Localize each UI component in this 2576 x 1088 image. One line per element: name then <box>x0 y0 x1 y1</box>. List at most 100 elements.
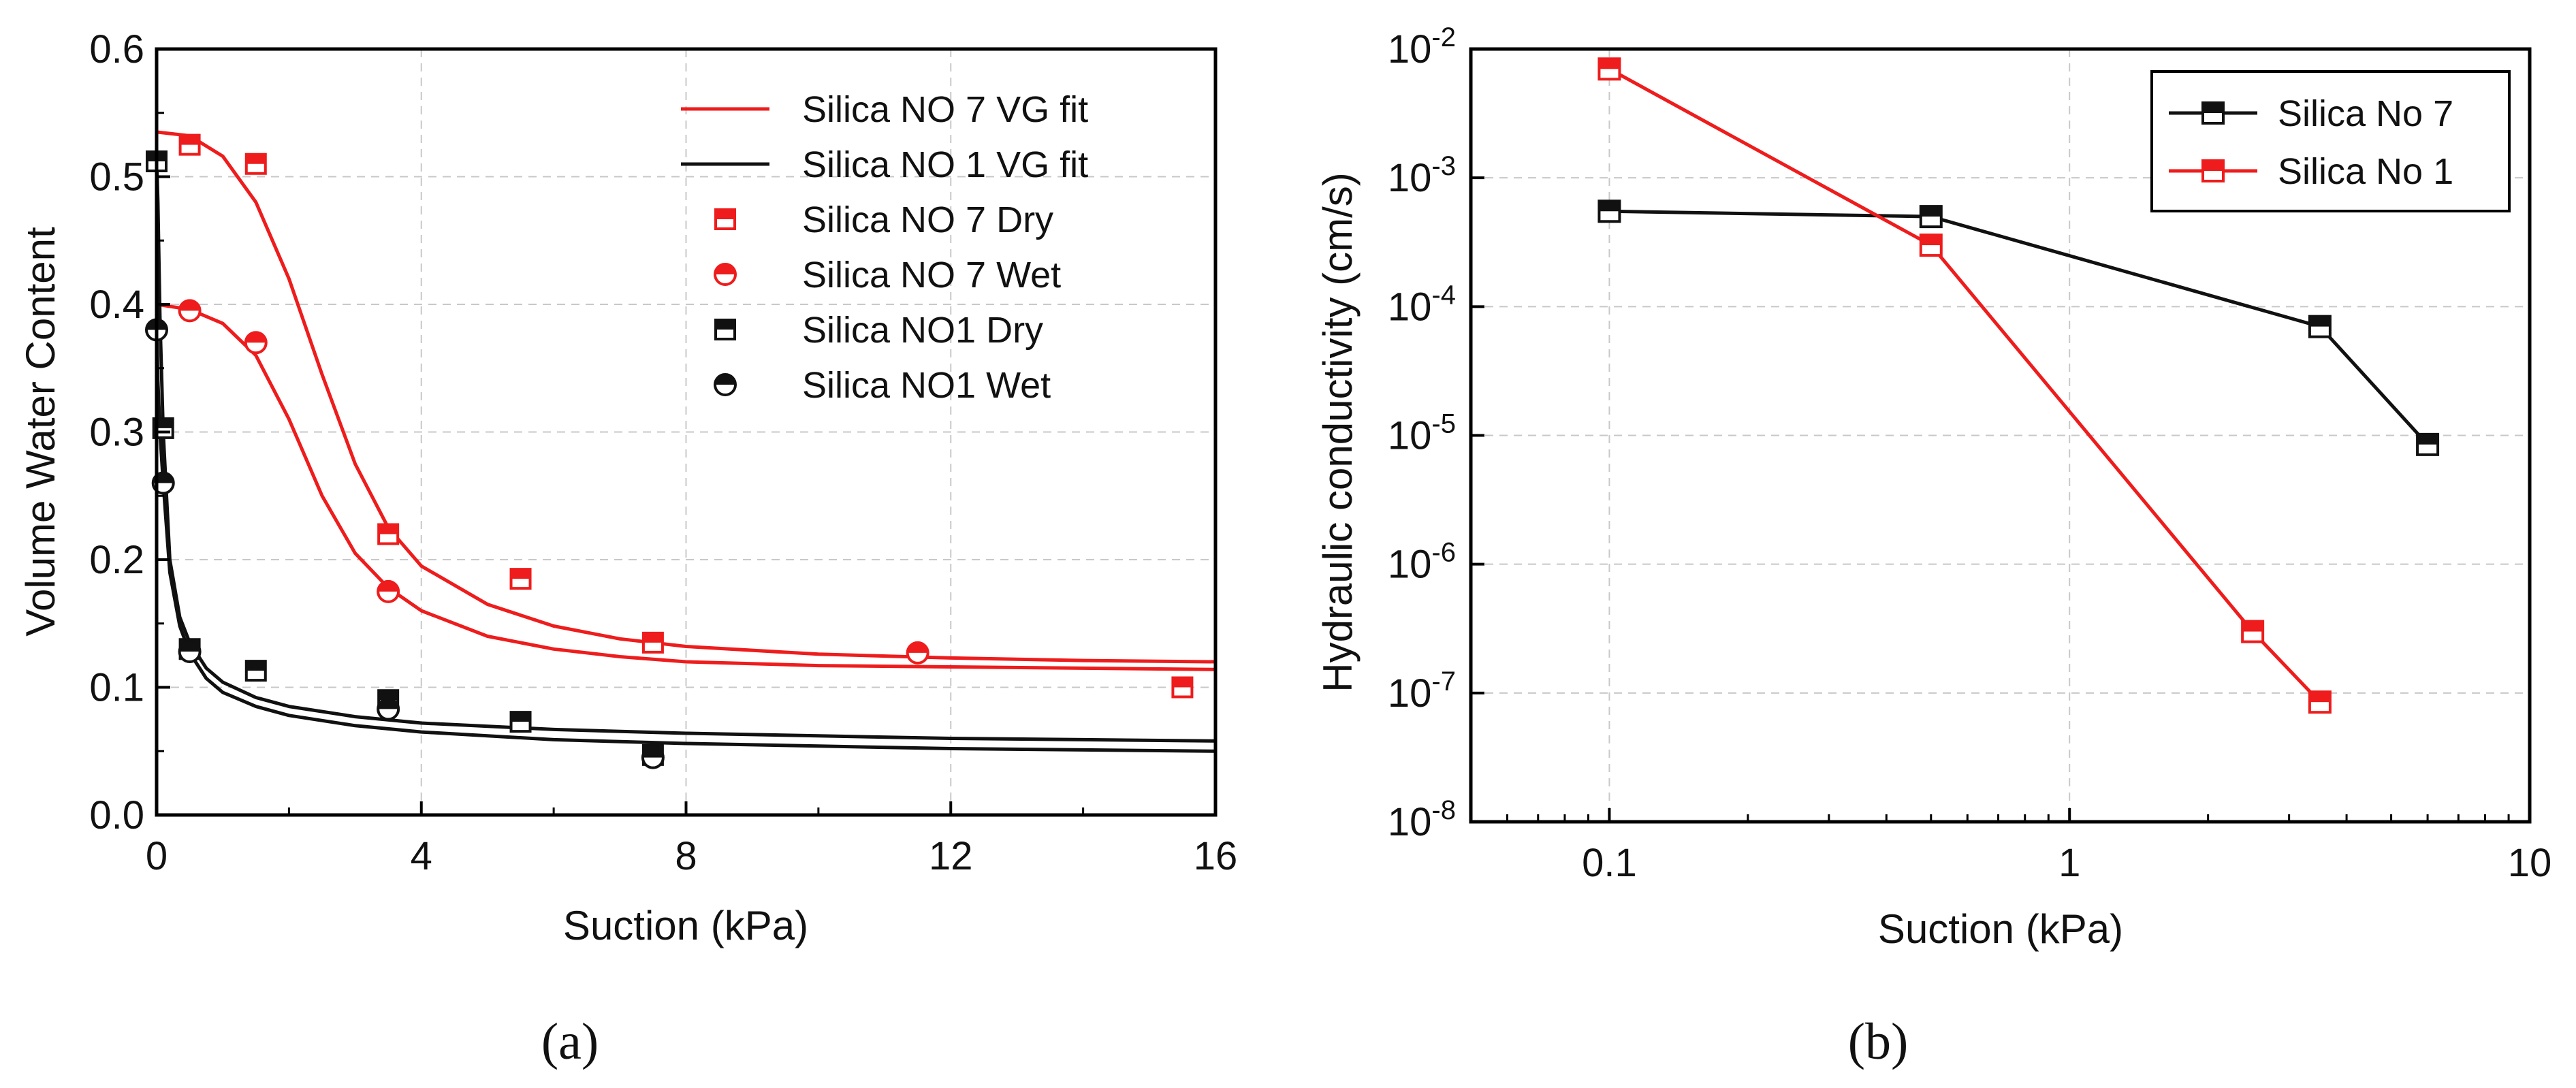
chart-a-legend-swatch <box>714 263 737 286</box>
chart-b-point <box>2241 620 2265 643</box>
chart-b-point <box>2308 690 2332 714</box>
chart-a-ytick-label: 0.6 <box>89 27 144 71</box>
chart-a-legend-swatch-fill <box>715 264 735 274</box>
chart-a-ytick-label: 0.3 <box>89 411 144 455</box>
chart-b-point <box>2308 315 2332 338</box>
chart-a-point <box>641 746 665 769</box>
chart-b: 0.1 1 10 10-8 10-7 10-6 10-5 10-4 10-3 10-2 Sucti… <box>1315 22 2551 1070</box>
chart-a-legend-swatch <box>714 373 737 396</box>
chart-a-xtick-label: 12 <box>929 834 973 878</box>
chart-a-grid <box>157 49 1215 815</box>
chart-a-legend-swatch <box>714 319 736 340</box>
chart-b-series-line <box>1608 67 2321 703</box>
chart-b-series-line <box>1609 209 2429 446</box>
chart-b-point-fill <box>2309 316 2330 327</box>
chart-a-point <box>244 331 268 355</box>
chart-b-xtick-label: 1 <box>2058 841 2080 885</box>
chart-a-legend-label: Silica NO 7 Dry <box>802 199 1053 240</box>
chart-a-point-fill <box>511 712 530 722</box>
chart-a-point-fill <box>153 418 173 428</box>
chart-a-point-fill <box>642 747 663 758</box>
chart-b-legend-swatch <box>2201 159 2225 182</box>
chart-a-point-fill <box>511 569 530 579</box>
chart-b-point <box>2416 432 2440 456</box>
chart-a-point-fill <box>179 300 200 311</box>
chart-a-xtick-label: 4 <box>411 834 432 878</box>
chart-a-point <box>377 523 400 545</box>
chart-a-point-fill <box>907 642 928 653</box>
chart-b-legend-box <box>2150 70 2511 212</box>
chart-a-xtick-label: 0 <box>146 834 168 878</box>
chart-a-caption: (a) <box>541 1013 599 1070</box>
chart-b-ytick-label: 10-7 <box>1388 667 1456 716</box>
chart-a-point <box>641 631 664 654</box>
chart-a-legend-label: Silica NO 7 Wet <box>802 255 1061 295</box>
chart-a-legend-label: Silica NO 7 VG fit <box>802 89 1088 130</box>
chart-a-legend-label: Silica NO1 Wet <box>802 365 1051 406</box>
chart-b-point-fill <box>2417 434 2438 445</box>
chart-b-point-fill <box>2309 692 2330 703</box>
chart-b-xtick-label: 0.1 <box>1582 841 1637 885</box>
chart-a-point-fill <box>180 135 200 145</box>
chart-a-point <box>244 660 267 682</box>
chart-b-legend-swatch-fill <box>2203 161 2223 171</box>
chart-b-point-fill <box>1920 206 1941 217</box>
chart-b-xtick-label: 10 <box>2508 841 2552 885</box>
chart-a-point-fill <box>379 524 398 534</box>
chart-b-xlabel: Suction (kPa) <box>1878 906 2123 952</box>
chart-b-point <box>1919 205 1943 229</box>
chart-b-ytick-label: 10-8 <box>1388 795 1456 844</box>
chart-b-series <box>1597 57 2440 714</box>
chart-a-ylabel: Volume Water Content <box>18 227 63 637</box>
chart-a-legend-label: Silica NO1 Dry <box>802 310 1043 351</box>
chart-a-point-fill <box>378 699 399 709</box>
chart-b-grid <box>1471 49 2530 822</box>
chart-a-xtick-label: 16 <box>1194 834 1238 878</box>
chart-a-point-fill <box>1173 677 1192 688</box>
chart-a-point <box>377 579 400 603</box>
chart-b-ticks: 0.1 1 10 10-8 10-7 10-6 10-5 10-4 10-3 10-2 <box>1388 22 2551 885</box>
chart-b-point-fill <box>1599 201 1620 212</box>
chart-b-legend: Silica No 7 Silica No 1 <box>2150 70 2511 212</box>
chart-a-legend-swatch <box>714 208 736 230</box>
chart-b-ytick-label: 10-4 <box>1388 280 1456 329</box>
chart-b-ytick-label: 10-2 <box>1388 22 1456 71</box>
chart-a-ytick-label: 0.1 <box>89 666 144 710</box>
chart-a-point <box>178 299 202 323</box>
chart-a-legend-label: Silica NO 1 VG fit <box>802 144 1088 185</box>
chart-a-legend-swatch-fill <box>715 374 735 385</box>
chart-a-point-fill <box>643 633 663 643</box>
chart-b-ytick-label: 10-3 <box>1388 151 1456 200</box>
chart-a-point <box>178 133 201 156</box>
chart-b-legend-swatch-fill <box>2203 103 2223 113</box>
chart-a-point-fill <box>179 641 200 652</box>
chart-a-point <box>509 711 532 733</box>
chart-b-point <box>1597 199 1621 223</box>
chart-b-caption: (b) <box>1848 1013 1909 1070</box>
chart-b-ytick-label: 10-6 <box>1388 538 1456 587</box>
chart-b-point-fill <box>1599 59 1620 69</box>
chart-b-ylabel: Hydraulic conductivity (cm/s) <box>1315 172 1361 692</box>
chart-a-legend-swatch-fill <box>716 320 735 330</box>
chart-a-point <box>1171 676 1194 699</box>
chart-a-point-fill <box>246 661 266 671</box>
chart-b-legend-label: Silica No 1 <box>2278 151 2453 192</box>
chart-a-fit-line <box>156 130 1216 664</box>
chart-a-legend-swatch-fill <box>716 210 735 219</box>
chart-a-ytick-label: 0.0 <box>89 793 144 837</box>
chart-a-point <box>509 568 532 590</box>
chart-b-legend-label: Silica No 7 <box>2278 93 2453 134</box>
chart-a-point-fill <box>378 581 399 592</box>
chart-a-point <box>178 640 202 663</box>
chart-a-point <box>906 641 929 665</box>
chart-a-point-fill <box>379 690 398 701</box>
chart-b-point <box>1597 57 1621 81</box>
chart-a: 0 4 8 12 16 0.0 0.1 0.2 0.3 0.4 0.5 0.6 Suction (kP… <box>18 27 1237 1070</box>
chart-b-ytick-label: 10-5 <box>1388 409 1456 458</box>
chart-a-point-fill <box>245 332 266 343</box>
chart-a-ticks: 0 4 8 12 16 0.0 0.1 0.2 0.3 0.4 0.5 0.6 <box>89 27 1237 878</box>
chart-a-point <box>377 697 400 721</box>
chart-a-ytick-label: 0.2 <box>89 538 144 582</box>
chart-b-point <box>1919 234 1943 257</box>
